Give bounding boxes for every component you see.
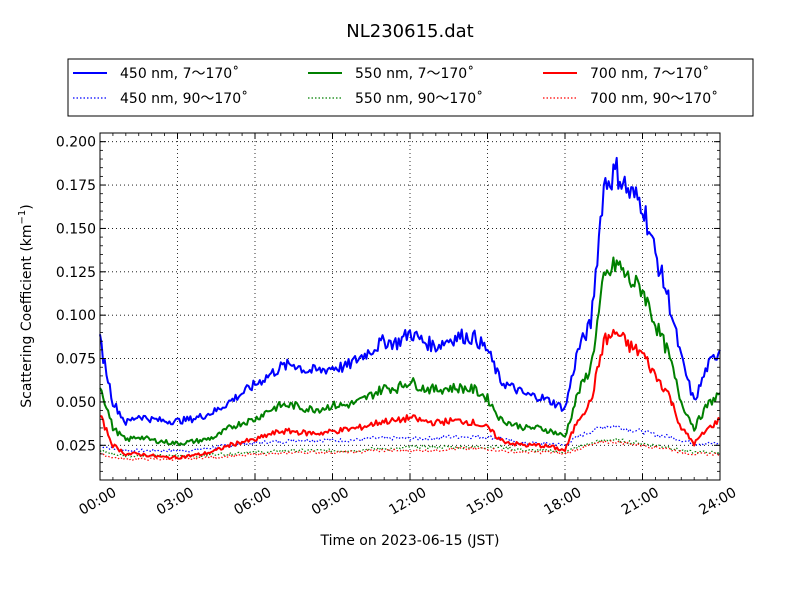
grid xyxy=(100,133,720,480)
legend-label: 700 nm, 7～170˚ xyxy=(590,65,709,82)
legend: 450 nm, 7～170˚ 450 nm, 90～170˚ 550 nm, 7～1… xyxy=(73,65,718,107)
y-axis-label-close: ) xyxy=(19,204,35,209)
ticks xyxy=(99,133,721,480)
legend-label: 550 nm, 7～170˚ xyxy=(355,65,474,82)
x-tick-label: 21:00 xyxy=(619,485,662,519)
x-axis-label: Time on 2023-06-15 (JST) xyxy=(320,533,500,549)
legend-box xyxy=(67,58,754,117)
x-tick-label: 24:00 xyxy=(696,485,739,519)
chart-title: NL230615.dat xyxy=(346,21,473,42)
series-group xyxy=(99,156,721,461)
series-line-0 xyxy=(99,156,721,426)
y-axis-label-exponent: −1 xyxy=(17,210,28,225)
legend-label: 450 nm, 90～170˚ xyxy=(120,90,248,107)
legend-label: 550 nm, 90～170˚ xyxy=(355,90,483,107)
y-tick-label: 0.200 xyxy=(56,135,96,151)
y-tick-label: 0.175 xyxy=(56,178,96,194)
y-tick-label: 0.150 xyxy=(56,221,96,237)
x-tick-labels: 00:00 03:00 06:00 09:00 12:00 15:00 18:00 21:00… xyxy=(76,485,739,519)
series-line-3 xyxy=(99,437,721,458)
y-tick-label: 0.050 xyxy=(56,395,96,411)
legend-label: 450 nm, 7～170˚ xyxy=(120,65,239,82)
series-line-1 xyxy=(99,425,721,453)
x-tick-label: 12:00 xyxy=(386,485,429,519)
x-tick-label: 09:00 xyxy=(309,485,352,519)
legend-label: 700 nm, 90～170˚ xyxy=(590,90,718,107)
series-line-4 xyxy=(99,328,721,460)
x-tick-label: 06:00 xyxy=(231,485,274,519)
x-tick-label: 15:00 xyxy=(464,485,507,519)
y-tick-labels: 0.025 0.050 0.075 0.100 0.125 0.150 0.175 0.200 xyxy=(56,135,96,455)
y-tick-label: 0.075 xyxy=(56,352,96,368)
x-tick-label: 00:00 xyxy=(76,485,119,519)
y-tick-label: 0.125 xyxy=(56,265,96,281)
y-axis-label-main: Scattering Coefficient (km xyxy=(19,224,35,407)
x-tick-label: 18:00 xyxy=(541,485,584,519)
series-line-2 xyxy=(99,256,721,447)
x-tick-label: 03:00 xyxy=(154,485,197,519)
y-tick-label: 0.025 xyxy=(56,438,96,454)
y-tick-label: 0.100 xyxy=(56,308,96,324)
y-axis-label: Scattering Coefficient (km−1) xyxy=(17,204,35,408)
